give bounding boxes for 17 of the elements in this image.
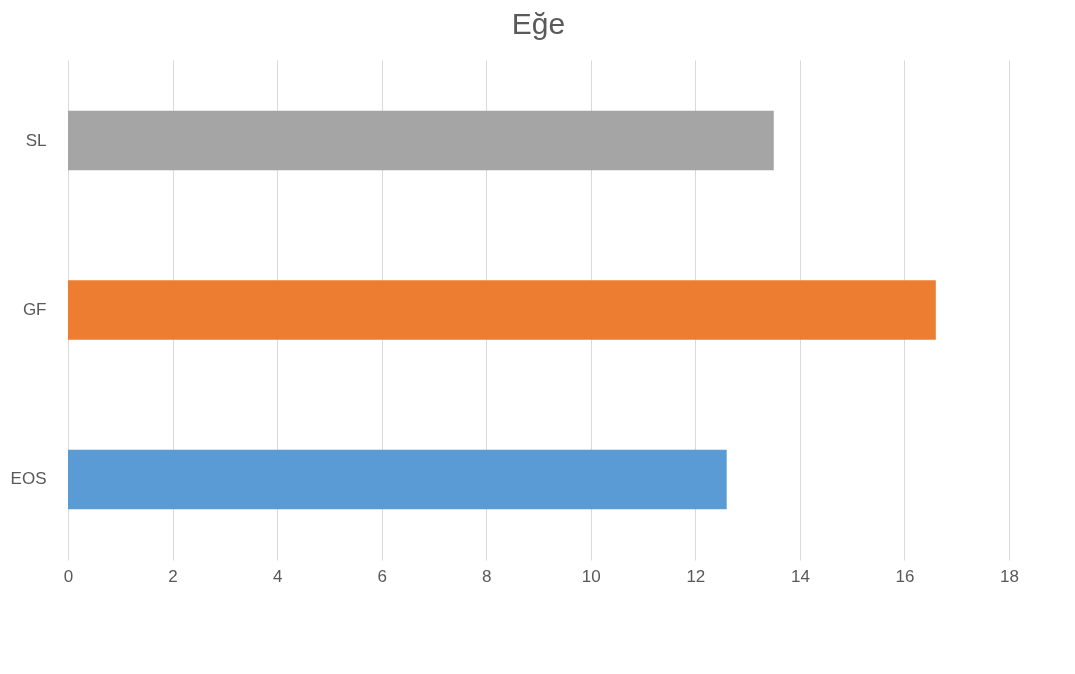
bar <box>68 280 936 340</box>
x-tick-label: 2 <box>168 566 178 586</box>
x-tick-label: 4 <box>272 566 283 586</box>
x-tick-label: 0 <box>63 566 74 586</box>
y-tick-label: SL <box>25 130 47 150</box>
y-tick-label: GF <box>22 300 47 319</box>
x-tick-label: 14 <box>790 566 810 586</box>
x-tick-label: 12 <box>686 566 706 586</box>
x-tick-label: 8 <box>481 566 492 586</box>
x-tick-label: 6 <box>377 566 387 586</box>
y-tick-label: EOS <box>10 469 47 489</box>
bar <box>68 110 774 171</box>
x-tick-label: 10 <box>581 566 601 586</box>
x-tick-label: 16 <box>895 566 915 586</box>
x-tick-label: 18 <box>1000 566 1019 586</box>
chart-title: Eğe <box>511 7 566 40</box>
bar <box>68 449 727 510</box>
